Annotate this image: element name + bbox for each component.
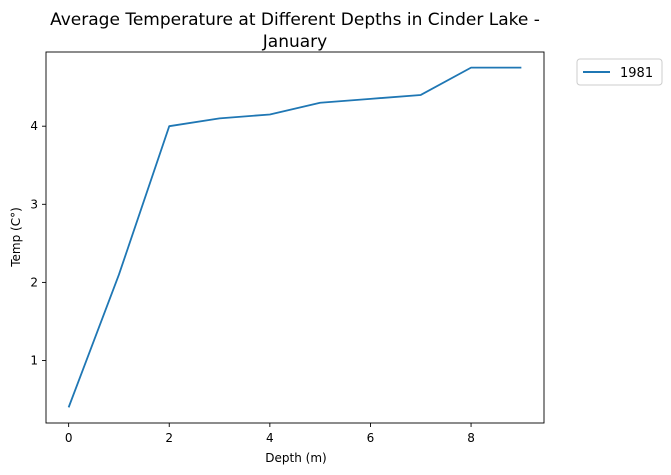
x-tick-label-2: 4 — [266, 431, 274, 445]
y-tick-label-1: 2 — [30, 275, 38, 289]
y-tick-label-0: 1 — [30, 354, 38, 368]
x-axis-label: Depth (m) — [265, 451, 326, 465]
x-tick-label-0: 0 — [65, 431, 73, 445]
legend-label: 1981 — [620, 66, 653, 81]
y-tick-label-3: 4 — [30, 119, 38, 133]
legend-box — [576, 58, 663, 86]
x-tick-label-4: 8 — [467, 431, 475, 445]
chart-title-line-1: Average Temperature at Different Depths … — [50, 10, 540, 30]
plot-frame — [45, 51, 545, 424]
series-line-0 — [67, 66, 522, 408]
legend: 1981 — [576, 58, 663, 86]
chart-title-line-2: January — [262, 32, 327, 52]
x-tick-label-3: 6 — [367, 431, 375, 445]
plot-area: 0 2 4 6 8 1 2 3 4 — [30, 66, 522, 445]
y-tick-label-2: 3 — [30, 197, 38, 211]
x-tick-label-1: 2 — [165, 431, 173, 445]
y-axis-label: Temp (C°) — [9, 207, 23, 268]
